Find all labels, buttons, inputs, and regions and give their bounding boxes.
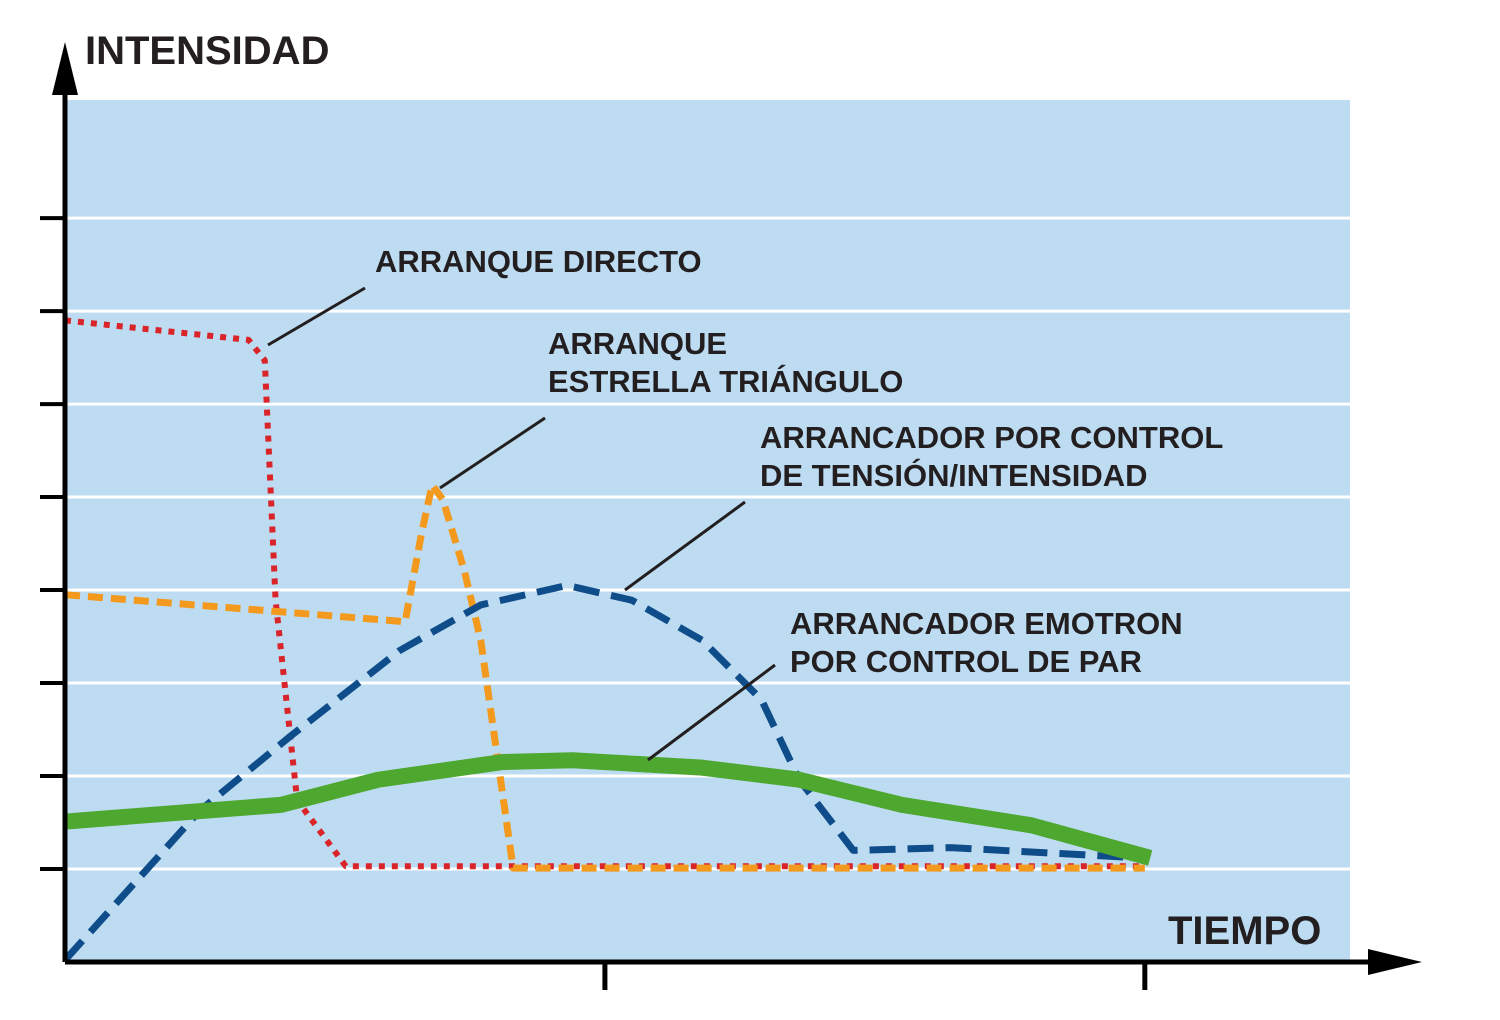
series-label: ARRANCADOR EMOTRON [790,606,1183,641]
leaders [267,286,776,762]
x-axis-arrow [1368,949,1422,975]
series-line [64,752,1153,866]
series-label: POR CONTROL DE PAR [790,644,1142,679]
x-axis-title: TIEMPO [1168,909,1321,953]
y-axis-title: INTENSIDAD [85,29,329,73]
series-line [64,317,1145,870]
series-line [62,581,1140,963]
leader-line [439,416,546,490]
series-line [64,481,1145,872]
series-label: ARRANCADOR POR CONTROL [760,420,1223,455]
series-label: ESTRELLA TRIÁNGULO [548,364,903,399]
series-label: ARRANQUE DIRECTO [375,244,702,279]
leader-line [647,663,776,762]
y-axis-arrow [52,42,78,95]
series-label: DE TENSIÓN/INTENSIDAD [760,457,1148,493]
series-label: ARRANQUE [548,326,727,361]
leader-line [267,286,366,347]
leader-line [624,500,746,592]
